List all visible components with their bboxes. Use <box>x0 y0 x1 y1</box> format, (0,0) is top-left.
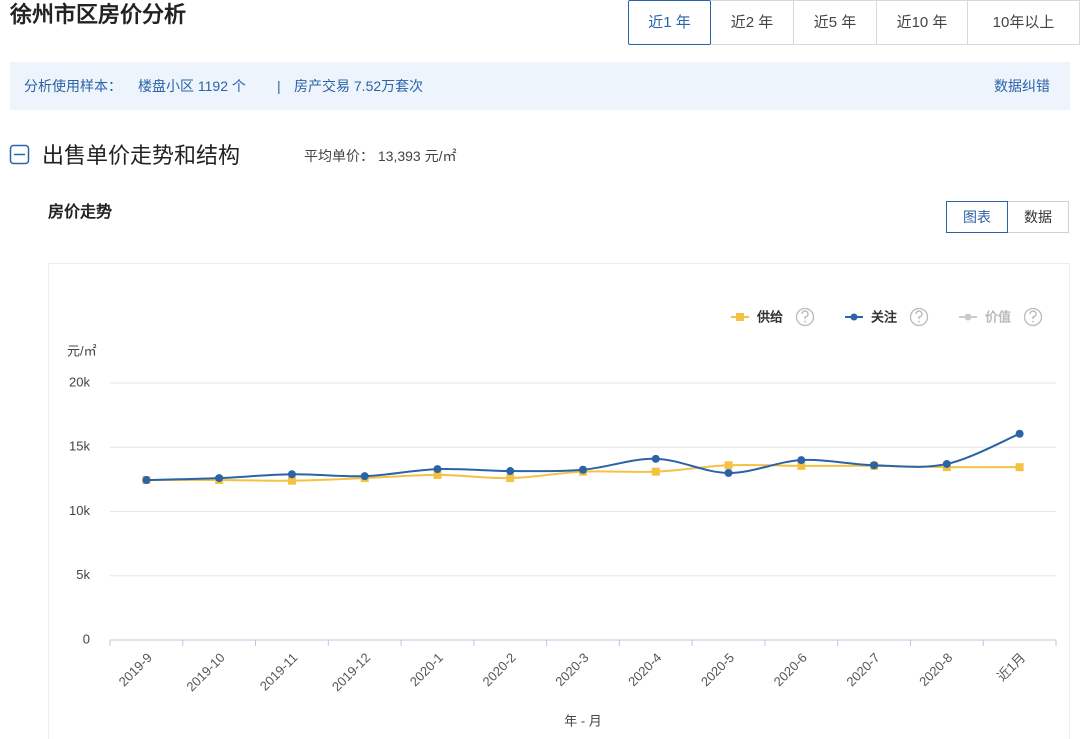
info-bar: 分析使用样本： 楼盘小区 1192 个 | 房产交易 7.52万套次 数据纠错 <box>10 62 1070 110</box>
view-toggle: 图表 数据 <box>946 201 1069 233</box>
help-icon <box>909 307 929 327</box>
y-tick-label: 20k <box>69 374 90 389</box>
info-sample: 楼盘小区 1192 个 <box>138 78 246 94</box>
avg-label: 平均单价： <box>304 148 374 164</box>
point <box>724 468 733 477</box>
legend-label: 关注 <box>871 309 897 324</box>
legend-marker <box>736 313 744 321</box>
subsection-title: 房价走势 <box>48 204 113 221</box>
info-separator: | <box>277 78 281 94</box>
legend-label: 供给 <box>756 309 783 324</box>
point <box>651 467 660 476</box>
average-price: 平均单价： 13,393 元/㎡ <box>304 146 457 166</box>
correct-link[interactable]: 数据纠错 <box>994 78 1050 94</box>
point <box>215 474 224 483</box>
point <box>433 470 442 479</box>
point <box>797 456 806 465</box>
tab[interactable]: 近1 年 <box>628 0 711 45</box>
toggle-chart[interactable]: 图表 <box>946 201 1008 233</box>
help-icon-dot <box>918 320 920 323</box>
point <box>433 465 442 474</box>
y-tick-label: 0 <box>83 631 90 646</box>
help-icon-mark <box>1029 310 1037 319</box>
section-title: 出售单价走势和结构 <box>42 143 241 168</box>
info-label: 分析使用样本： <box>24 78 122 94</box>
y-unit: 元/㎡ <box>67 343 97 358</box>
help-icon <box>1023 307 1043 327</box>
tab[interactable]: 近2 年 <box>711 0 794 45</box>
help-icon-dot <box>804 320 806 323</box>
tab[interactable]: 10年以上 <box>968 0 1080 45</box>
legend-label: 价值 <box>985 309 1011 324</box>
help-icon-mark <box>915 310 923 319</box>
help-icon-mark <box>801 310 809 319</box>
legend-marker <box>964 313 972 321</box>
y-tick-label: 15k <box>69 439 90 454</box>
tab[interactable]: 近10 年 <box>877 0 968 45</box>
point <box>579 465 587 474</box>
avg-value: 13,393 元/㎡ <box>377 148 457 164</box>
point <box>506 474 515 483</box>
point <box>797 461 806 470</box>
y-tick-label: 5k <box>76 567 90 582</box>
point <box>870 461 879 470</box>
x-axis-title: 年 - 月 <box>564 713 602 728</box>
point <box>287 470 296 479</box>
range-tabs: 近1 年 近2 年 近5 年 近10 年 10年以上 <box>628 0 1080 45</box>
legend-marker <box>850 313 858 321</box>
point <box>360 472 369 481</box>
tab[interactable]: 近5 年 <box>794 0 877 45</box>
point <box>724 461 733 470</box>
toggle-data[interactable]: 数据 <box>1008 201 1069 233</box>
point <box>1015 429 1024 438</box>
point <box>506 467 515 476</box>
help-icon <box>795 307 815 327</box>
point <box>651 454 660 463</box>
point <box>942 459 951 468</box>
point <box>1015 463 1024 472</box>
point <box>287 476 296 485</box>
y-tick-label: 10k <box>69 503 90 518</box>
collapse-icon[interactable] <box>9 144 30 165</box>
help-icon-dot <box>1032 320 1034 323</box>
info-trades: 房产交易 7.52万套次 <box>294 78 424 94</box>
chart-frame <box>48 263 1070 739</box>
point <box>142 476 151 485</box>
page-title: 徐州市区房价分析 <box>10 2 187 27</box>
